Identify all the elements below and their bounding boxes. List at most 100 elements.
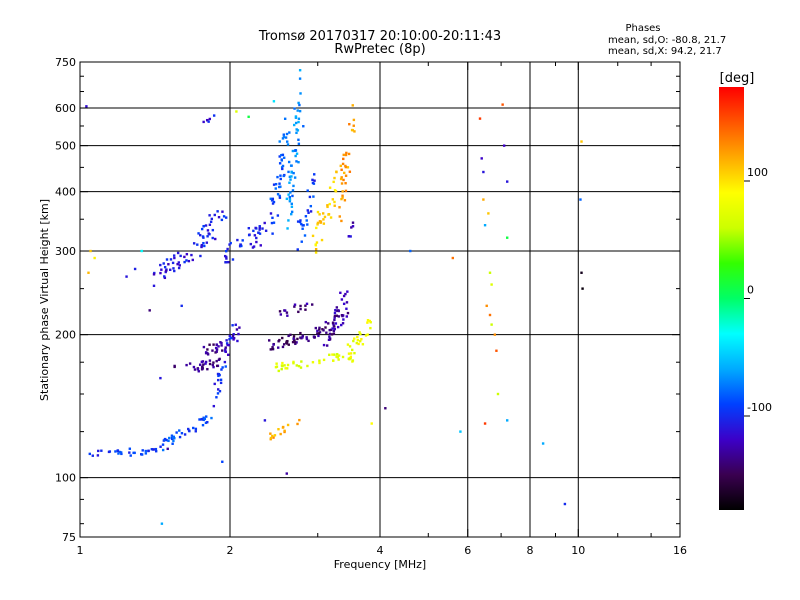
data-point	[196, 368, 200, 371]
data-point	[187, 429, 191, 432]
data-point	[286, 339, 289, 343]
data-point	[297, 120, 300, 124]
data-point	[185, 252, 189, 256]
data-point	[335, 170, 338, 174]
data-point	[348, 122, 351, 126]
data-point	[333, 318, 336, 322]
data-point	[300, 360, 303, 363]
data-point	[280, 153, 283, 157]
data-point	[180, 432, 184, 435]
data-point	[333, 311, 337, 315]
data-point	[175, 431, 178, 434]
data-point	[349, 357, 352, 360]
data-point	[211, 228, 215, 232]
data-point	[224, 346, 227, 349]
x-axis-label: Frequency [MHz]	[334, 558, 426, 571]
data-point	[176, 262, 179, 266]
data-point	[232, 333, 235, 336]
data-point	[580, 271, 583, 274]
data-point	[219, 381, 223, 385]
data-point	[329, 216, 333, 219]
data-point	[345, 301, 349, 304]
data-point	[294, 121, 298, 125]
data-point	[331, 327, 334, 330]
data-point	[482, 170, 485, 174]
data-point	[313, 173, 316, 176]
data-point	[152, 273, 156, 276]
data-point	[347, 235, 351, 238]
data-point	[89, 249, 92, 253]
data-point	[336, 353, 339, 356]
data-point	[200, 368, 204, 371]
data-point	[154, 450, 158, 453]
data-point	[297, 161, 300, 164]
data-point	[342, 153, 345, 157]
data-point	[311, 303, 314, 306]
data-point	[219, 341, 222, 344]
data-point	[283, 429, 286, 433]
data-point	[290, 212, 293, 216]
data-point	[166, 447, 169, 451]
data-point	[269, 432, 272, 435]
data-point	[353, 351, 356, 355]
data-point	[285, 132, 289, 136]
data-point	[344, 174, 348, 177]
data-point	[212, 361, 215, 364]
data-point	[301, 224, 304, 227]
data-point	[333, 316, 336, 319]
data-point	[278, 310, 282, 313]
data-point	[322, 222, 326, 225]
data-point	[323, 215, 327, 219]
colorbar-tick-label: -100	[747, 401, 772, 414]
data-point	[164, 269, 168, 272]
data-point	[276, 175, 279, 179]
data-point	[206, 367, 209, 371]
data-point	[290, 171, 293, 174]
data-point	[238, 245, 242, 248]
data-point	[226, 353, 230, 356]
data-point	[171, 261, 175, 265]
data-point	[338, 215, 341, 218]
data-point	[261, 227, 264, 230]
x-tick-label: 6	[464, 544, 471, 557]
data-point	[167, 439, 170, 443]
data-point	[208, 223, 212, 226]
data-point	[207, 232, 210, 235]
data-point	[128, 447, 132, 450]
data-point	[206, 118, 209, 122]
data-point	[342, 318, 345, 321]
data-point	[274, 182, 278, 186]
data-point	[332, 332, 336, 335]
data-point	[297, 117, 301, 120]
data-point	[120, 452, 123, 456]
data-point	[194, 430, 197, 433]
data-point	[247, 226, 251, 230]
data-point	[324, 326, 327, 329]
data-point	[306, 209, 309, 212]
data-point	[347, 352, 351, 355]
data-point	[285, 342, 289, 345]
data-point	[180, 304, 183, 308]
data-point	[215, 364, 219, 368]
data-point	[337, 358, 340, 361]
data-point	[328, 186, 332, 189]
data-point	[202, 120, 205, 124]
data-point	[140, 249, 143, 253]
data-point	[368, 319, 371, 323]
data-point	[200, 417, 204, 421]
data-point	[348, 345, 352, 348]
data-point	[152, 284, 156, 288]
data-point	[173, 269, 176, 273]
data-point	[281, 345, 285, 349]
data-point	[278, 162, 282, 165]
data-point	[167, 263, 170, 266]
data-point	[271, 232, 274, 235]
data-point	[224, 348, 227, 351]
data-point	[236, 339, 239, 343]
data-point	[117, 452, 120, 455]
data-point	[217, 345, 220, 348]
data-point	[208, 359, 212, 362]
colorbar-tick-label: 100	[747, 166, 768, 179]
y-tick-label: 300	[55, 245, 76, 258]
data-point	[298, 220, 302, 224]
